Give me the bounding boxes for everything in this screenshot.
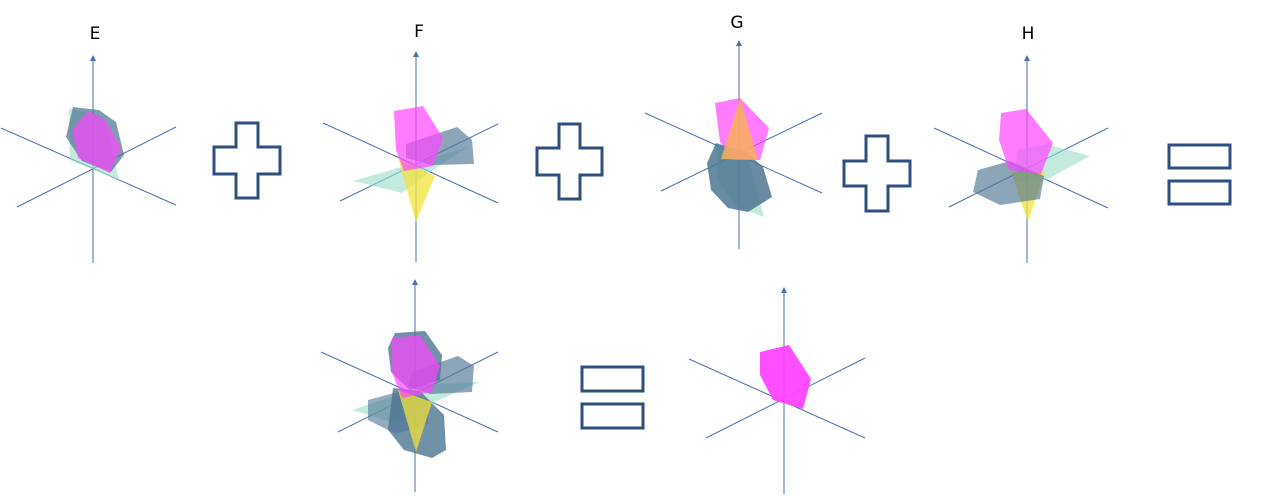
equals-sign-icon xyxy=(1167,143,1232,206)
panel-h xyxy=(933,55,1109,263)
yellow-shape-f xyxy=(398,158,435,222)
plus-sign-icon xyxy=(535,122,604,201)
magenta-shape-combined xyxy=(392,335,440,398)
panel-combined xyxy=(320,279,499,492)
steel-shape-g xyxy=(707,143,772,212)
panel-label-f: F xyxy=(414,22,424,42)
panel-label-h: H xyxy=(1021,24,1035,44)
magenta-shape-final xyxy=(760,345,811,409)
magenta-shape-h xyxy=(999,109,1053,174)
panel-e xyxy=(0,55,177,263)
plus-sign-icon xyxy=(212,121,282,200)
yellow-shape-combined xyxy=(398,390,432,452)
panel-label-e: E xyxy=(89,24,101,44)
magenta-shape-f xyxy=(394,106,443,171)
panel-label-g: G xyxy=(730,13,744,33)
equals-sign-icon xyxy=(580,365,645,430)
panel-final xyxy=(688,287,866,494)
panel-f xyxy=(322,51,499,262)
orange-shape-g xyxy=(721,98,758,160)
plus-sign-icon xyxy=(842,134,912,213)
magenta-shape-e xyxy=(72,111,121,173)
panel-g xyxy=(644,40,823,249)
